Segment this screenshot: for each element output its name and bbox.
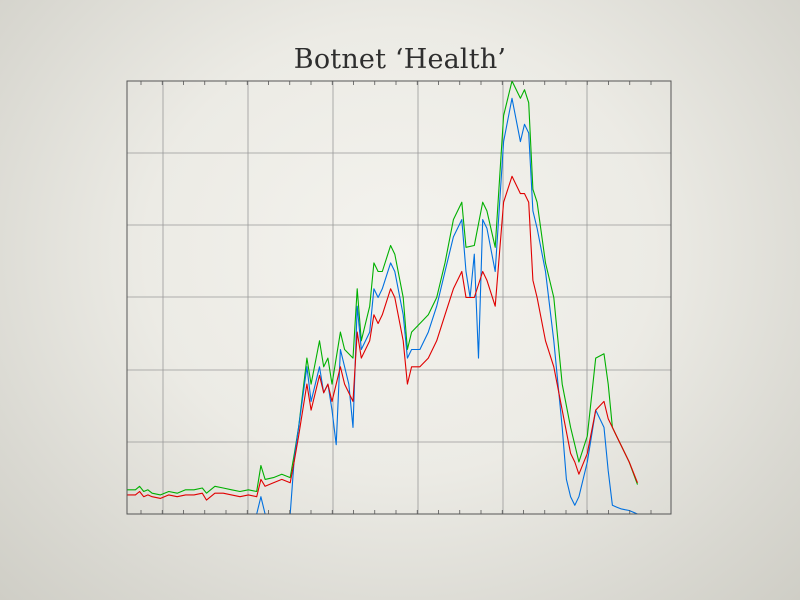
series-line-1 — [256, 97, 638, 515]
grid — [127, 81, 671, 514]
chart-title: Botnet ‘Health’ — [293, 44, 507, 75]
plot-frame — [126, 80, 672, 515]
series-lines — [127, 80, 639, 515]
series-line-2 — [127, 175, 639, 501]
plot-border — [126, 80, 672, 515]
series-line-0 — [127, 80, 639, 496]
